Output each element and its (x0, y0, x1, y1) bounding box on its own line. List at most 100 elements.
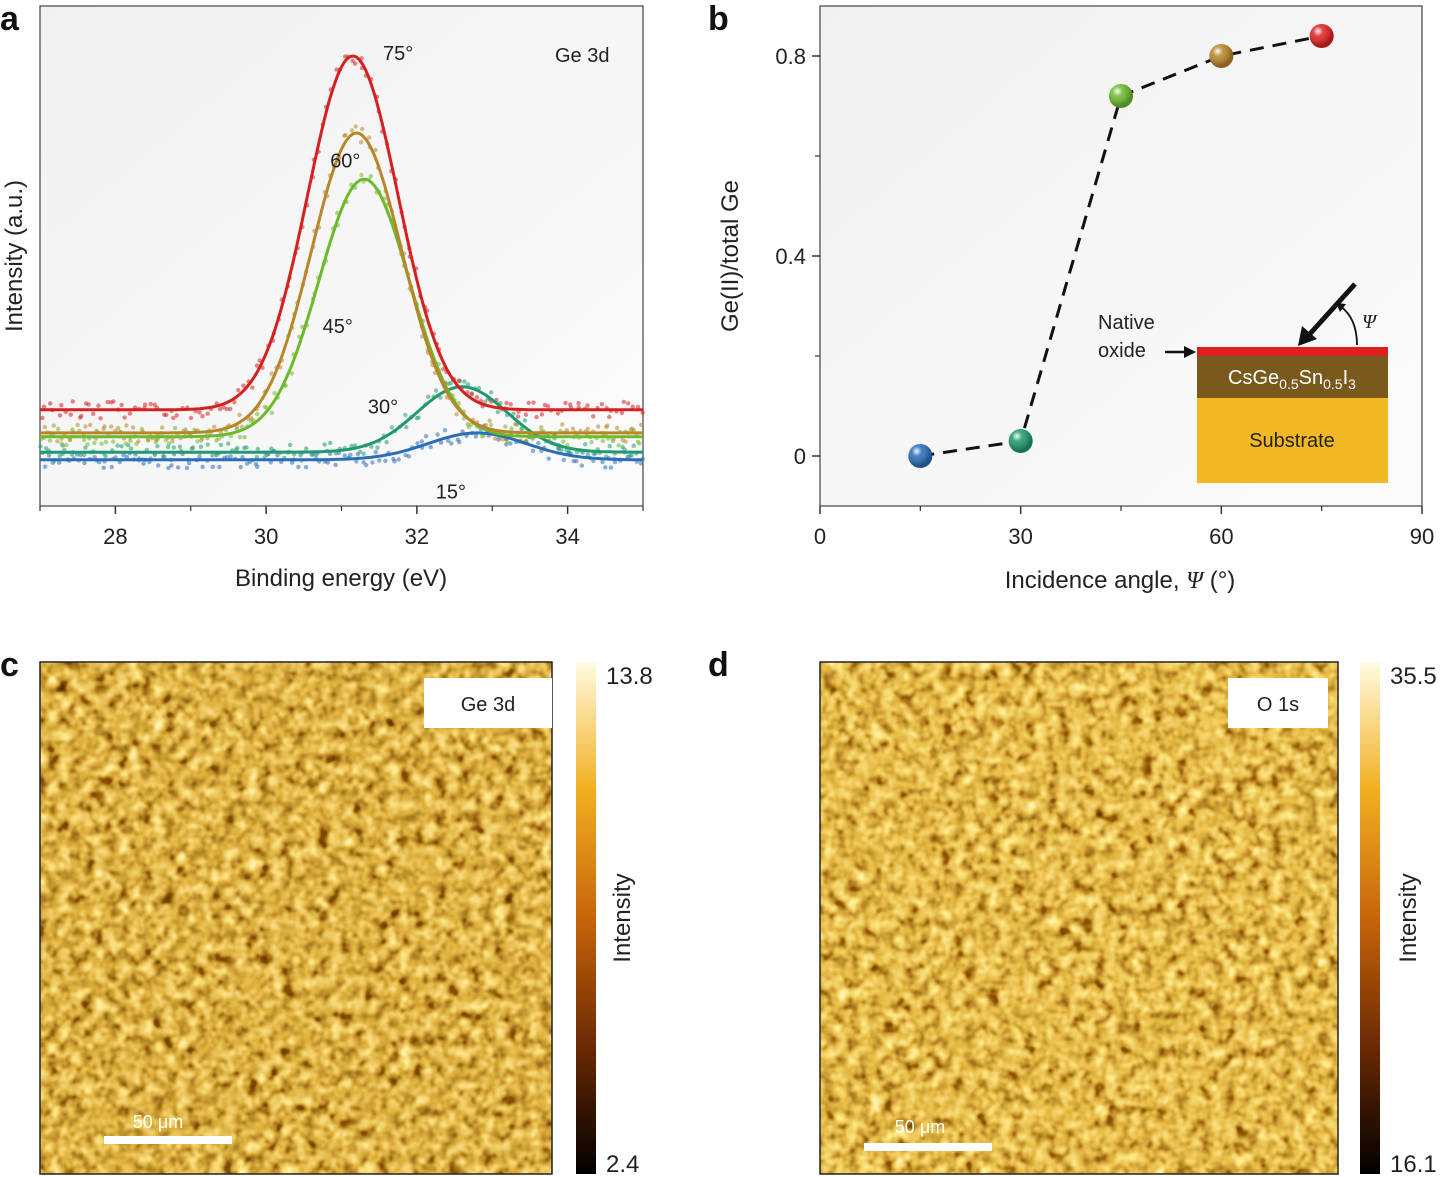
data-point (141, 461, 146, 466)
data-point (174, 413, 179, 418)
data-point (561, 457, 566, 463)
data-point (122, 415, 127, 420)
data-point (621, 399, 626, 405)
data-point (511, 411, 516, 416)
data-point (361, 451, 366, 456)
data-point (523, 412, 529, 417)
data-point (145, 437, 151, 442)
x-tick-label: 90 (1410, 524, 1434, 549)
data-point (416, 415, 421, 420)
map-c-label: Ge 3d (461, 694, 515, 716)
data-point (83, 424, 88, 429)
data-point (156, 463, 161, 468)
data-point (79, 413, 84, 419)
data-point (465, 422, 470, 427)
panel-a-xlabel: Binding energy (eV) (235, 565, 447, 592)
data-point (561, 439, 566, 444)
data-point (384, 440, 389, 445)
data-point (170, 439, 175, 444)
fit-line-3 (40, 131, 643, 435)
data-point (465, 382, 471, 387)
data-point (186, 460, 192, 466)
data-point (357, 449, 363, 454)
data-point (596, 424, 601, 429)
data-point (635, 404, 641, 410)
data-point (51, 423, 56, 428)
data-point (228, 434, 233, 439)
panel-label-c: c (0, 646, 19, 684)
data-point (109, 424, 114, 429)
substrate-label: Substrate (1249, 430, 1335, 452)
data-point (175, 465, 181, 470)
data-point (119, 444, 124, 449)
data-point (473, 434, 479, 439)
data-point (47, 438, 53, 443)
data-point (121, 452, 126, 458)
data-point (210, 453, 215, 458)
data-point (600, 438, 605, 444)
data-point (519, 427, 524, 432)
data-point (40, 415, 45, 421)
data-point (255, 464, 260, 469)
colorbar-d-label: Intensity (1395, 873, 1422, 962)
data-point (83, 445, 88, 450)
panel-d-map: O 1s 50 μm 35.5 16.1 Intensity (819, 661, 1437, 1177)
data-point (488, 422, 494, 428)
data-point (396, 457, 401, 462)
data-point (359, 172, 364, 178)
data-point (500, 437, 505, 442)
data-point-shine (1008, 429, 1033, 453)
data-point (41, 404, 47, 409)
data-point (188, 415, 194, 421)
data-point (148, 401, 153, 407)
data-point (289, 371, 295, 376)
data-point (226, 441, 231, 446)
data-point (325, 460, 331, 465)
data-point (55, 439, 60, 444)
panel-b-ratio-plot: 0 30 60 90 0 0.4 0.8 Substrate CsGe0.5Sn0.5I3 … (717, 5, 1434, 594)
data-point (515, 414, 521, 419)
data-point (236, 387, 241, 393)
data-point (198, 444, 204, 449)
fit-line-0 (40, 431, 644, 462)
data-point (128, 438, 133, 443)
data-point (224, 406, 230, 412)
data-point (130, 425, 136, 430)
data-point (352, 61, 358, 66)
data-point (334, 67, 339, 72)
data-point (38, 444, 43, 449)
data-point (217, 464, 222, 470)
data-point (625, 401, 631, 406)
map-c-label-box (424, 678, 552, 728)
data-point (64, 442, 69, 448)
data-point (449, 441, 454, 446)
data-point (86, 402, 91, 407)
data-point (197, 410, 202, 415)
map-d-texture (820, 662, 1338, 1174)
incident-beam-arrow (1306, 282, 1357, 338)
colorbar-d-min: 16.1 (1390, 1151, 1437, 1177)
data-point (462, 379, 467, 384)
colorbar-d (1360, 662, 1380, 1174)
data-point (200, 414, 205, 419)
data-point (574, 458, 579, 464)
data-point (264, 452, 270, 457)
data-point (373, 147, 378, 153)
data-point (56, 426, 61, 432)
data-point (333, 462, 338, 468)
data-point (640, 410, 645, 415)
data-point (513, 421, 518, 427)
data-point (171, 415, 176, 421)
data-point (304, 446, 309, 451)
data-point (244, 445, 249, 450)
data-point (98, 416, 103, 421)
data-point (419, 439, 424, 444)
data-point (123, 441, 128, 446)
data-point (605, 423, 610, 428)
data-point (216, 436, 221, 441)
native-oxide-layer (1197, 347, 1388, 356)
data-point (205, 442, 210, 447)
data-point-shine (908, 444, 933, 468)
data-point (426, 394, 431, 399)
